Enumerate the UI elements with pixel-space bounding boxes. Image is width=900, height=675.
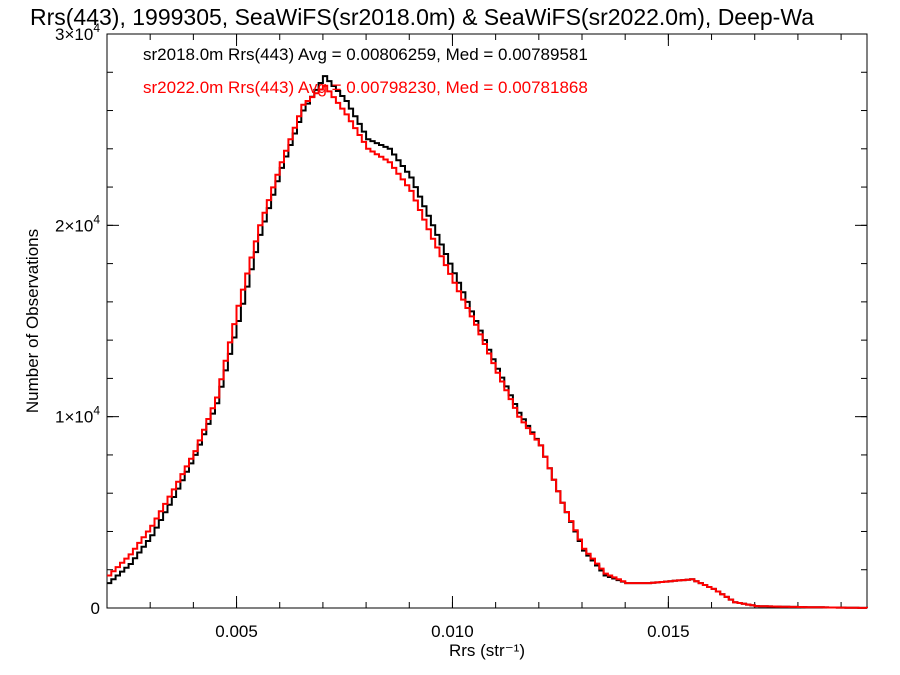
- y-tick-label-base: 3×10: [55, 25, 93, 44]
- y-tick-label: 1×104: [55, 404, 100, 427]
- x-axis-label: Rrs (str⁻¹): [449, 641, 525, 660]
- series-layer: [107, 75, 868, 609]
- x-tick-label: 0.010: [431, 622, 474, 641]
- y-tick-label: 0: [91, 599, 100, 618]
- x-tick-label: 0.015: [647, 622, 690, 641]
- axis-ticks: [106, 33, 867, 609]
- y-tick-label-base: 1×10: [55, 408, 93, 427]
- y-tick-label-base: 0: [91, 599, 100, 618]
- annotation-series-2: sr2022.0m Rrs(443) Avg = 0.00798230, Med…: [143, 78, 588, 97]
- y-tick-label-exponent: 4: [93, 212, 100, 226]
- chart-title: Rrs(443), 1999305, SeaWiFS(sr2018.0m) & …: [30, 4, 814, 30]
- y-tick-label: 2×104: [55, 212, 100, 235]
- series-1-line: [107, 75, 868, 609]
- y-tick-label: 3×104: [55, 21, 100, 44]
- y-tick-label-base: 2×10: [55, 216, 93, 235]
- y-tick-label-exponent: 4: [93, 404, 100, 418]
- annotation-series-1: sr2018.0m Rrs(443) Avg = 0.00806259, Med…: [143, 45, 588, 64]
- plot-frame: [106, 33, 868, 609]
- x-tick-label: 0.005: [215, 622, 258, 641]
- y-axis-label: Number of Observations: [23, 229, 42, 413]
- series-2-line: [107, 84, 868, 609]
- y-tick-label-exponent: 4: [93, 21, 100, 35]
